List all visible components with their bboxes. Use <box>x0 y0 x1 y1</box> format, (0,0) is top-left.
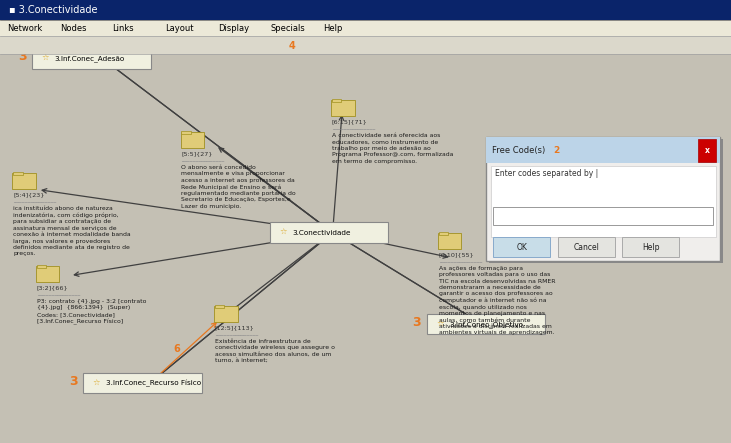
FancyBboxPatch shape <box>427 314 545 334</box>
FancyBboxPatch shape <box>0 0 731 20</box>
FancyBboxPatch shape <box>493 237 550 257</box>
Text: ───────────────: ─────────────── <box>215 333 258 338</box>
FancyBboxPatch shape <box>36 266 59 282</box>
Text: 3.Conectividade: 3.Conectividade <box>292 229 351 236</box>
Text: ☆: ☆ <box>93 379 100 388</box>
FancyBboxPatch shape <box>332 99 341 102</box>
FancyBboxPatch shape <box>12 173 36 189</box>
FancyBboxPatch shape <box>558 237 615 257</box>
FancyBboxPatch shape <box>493 207 713 225</box>
Text: Help: Help <box>323 24 343 33</box>
Text: 4: 4 <box>289 41 295 51</box>
FancyBboxPatch shape <box>486 137 720 163</box>
Text: Layout: Layout <box>165 24 194 33</box>
Text: Links: Links <box>113 24 135 33</box>
Text: ica instituído abono de natureza
indenizatória, com código próprio,
para subsidi: ica instituído abono de natureza indeniz… <box>13 206 131 256</box>
FancyBboxPatch shape <box>0 54 731 443</box>
Text: As ações de formação para
professores voltadas para o uso das
TIC na escola dese: As ações de formação para professores vo… <box>439 266 555 335</box>
Text: ☆: ☆ <box>279 228 287 237</box>
FancyBboxPatch shape <box>270 222 388 243</box>
Text: [6:10]{55}: [6:10]{55} <box>439 253 474 257</box>
Text: Existência de infraestrutura de
conectividade wireless que assegure o
acesso sim: Existência de infraestrutura de conectiv… <box>215 339 335 363</box>
Text: [5:4]{23}: [5:4]{23} <box>13 193 45 198</box>
Text: [5:5]{27}: [5:5]{27} <box>181 152 213 156</box>
FancyBboxPatch shape <box>486 137 720 261</box>
Text: Free Code(s): Free Code(s) <box>492 146 545 155</box>
Text: P3: contrato {4}.jpg - 3:2 [contrato
{4}.jpg]  {866:1394}  (Super)
Codes: [3.Con: P3: contrato {4}.jpg - 3:2 [contrato {4}… <box>37 299 146 325</box>
Text: [12:5]{113}: [12:5]{113} <box>215 326 254 330</box>
Text: Display: Display <box>218 24 249 33</box>
Text: Specials: Specials <box>270 24 306 33</box>
Text: ▪ 3.Conectividade: ▪ 3.Conectividade <box>9 5 97 15</box>
Text: ───────────────: ─────────────── <box>332 127 375 132</box>
Text: ☆: ☆ <box>436 320 444 329</box>
Text: 3.Inf.Conec_Adesão: 3.Inf.Conec_Adesão <box>55 55 125 62</box>
Text: ───────────────: ─────────────── <box>439 260 482 264</box>
FancyBboxPatch shape <box>181 132 204 148</box>
FancyBboxPatch shape <box>489 139 723 263</box>
Text: Nodes: Nodes <box>60 24 86 33</box>
Text: Enter codes separated by |: Enter codes separated by | <box>495 169 598 178</box>
Text: ───────────────: ─────────────── <box>13 200 56 205</box>
FancyBboxPatch shape <box>37 265 46 268</box>
Text: O abono será concedido
mensalmente e visa proporcionar
acesso a internet aos pro: O abono será concedido mensalmente e vis… <box>181 165 296 209</box>
Text: 3: 3 <box>69 375 77 388</box>
Text: Network: Network <box>7 24 42 33</box>
Text: 3: 3 <box>18 50 26 63</box>
Text: A conectividade será oferecida aos
educadores, como instrumento de
trabalho por : A conectividade será oferecida aos educa… <box>332 133 453 163</box>
Text: Help: Help <box>642 243 659 252</box>
FancyBboxPatch shape <box>32 48 151 69</box>
FancyBboxPatch shape <box>622 237 679 257</box>
FancyBboxPatch shape <box>438 233 461 249</box>
FancyBboxPatch shape <box>331 100 355 116</box>
FancyBboxPatch shape <box>83 373 202 393</box>
Text: ☆: ☆ <box>42 54 49 63</box>
Text: x: x <box>705 146 709 155</box>
FancyBboxPatch shape <box>215 305 224 308</box>
Text: Cancel: Cancel <box>573 243 599 252</box>
Text: 3.Inf.Conec_Recurso Físico: 3.Inf.Conec_Recurso Físico <box>106 380 201 387</box>
Text: ───────────────: ─────────────── <box>37 293 80 298</box>
FancyBboxPatch shape <box>214 306 238 322</box>
Text: 6: 6 <box>173 344 180 354</box>
FancyBboxPatch shape <box>0 20 731 36</box>
Text: 2: 2 <box>553 146 560 155</box>
FancyBboxPatch shape <box>181 131 191 134</box>
Text: ───────────────: ─────────────── <box>181 159 224 163</box>
Text: [3:2]{66}: [3:2]{66} <box>37 286 68 291</box>
FancyBboxPatch shape <box>13 172 23 175</box>
Text: [6:15]{71}: [6:15]{71} <box>332 120 368 124</box>
Text: OK: OK <box>517 243 527 252</box>
FancyBboxPatch shape <box>698 139 716 162</box>
Text: 3: 3 <box>412 316 421 329</box>
FancyBboxPatch shape <box>0 36 731 54</box>
FancyBboxPatch shape <box>491 166 716 237</box>
Text: 3.Inf.Conec_Objetivo: 3.Inf.Conec_Objetivo <box>450 321 523 328</box>
FancyBboxPatch shape <box>439 232 448 235</box>
